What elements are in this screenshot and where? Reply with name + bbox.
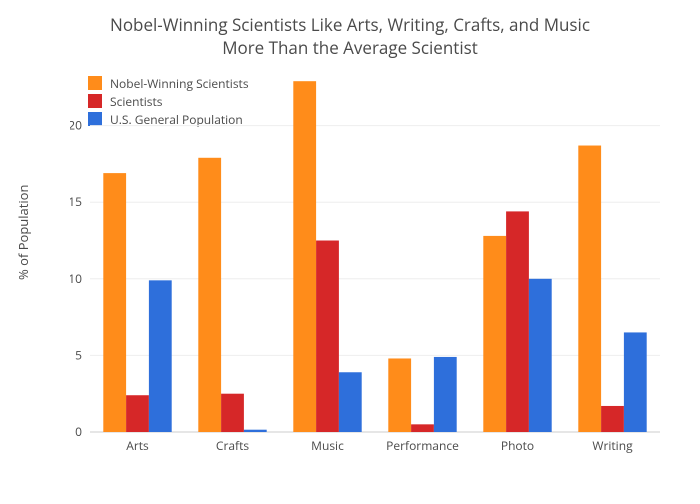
category-label: Music (311, 437, 344, 454)
category-label: Performance (386, 437, 459, 454)
bar[interactable] (149, 280, 172, 432)
bar[interactable] (411, 424, 434, 432)
bar[interactable] (529, 279, 552, 432)
bar[interactable] (601, 406, 624, 432)
bar[interactable] (198, 158, 221, 432)
category-label: Arts (126, 437, 149, 454)
chart-title-line2: More Than the Average Scientist (222, 36, 478, 59)
chart-title-line1: Nobel-Winning Scientists Like Arts, Writ… (110, 13, 590, 36)
y-tick-label: 15 (70, 193, 82, 210)
bar[interactable] (293, 81, 316, 432)
chart-container: Nobel-Winning Scientists Like Arts, Writ… (0, 0, 700, 504)
y-axis-label: % of Population (14, 185, 32, 280)
bar[interactable] (103, 173, 126, 432)
category-label: Writing (592, 437, 633, 454)
bar[interactable] (339, 372, 362, 432)
bar[interactable] (316, 241, 339, 432)
y-tick-label: 5 (75, 346, 82, 363)
category-label: Photo (501, 437, 534, 454)
bar[interactable] (506, 211, 529, 432)
bar[interactable] (126, 395, 149, 432)
chart-title: Nobel-Winning Scientists Like Arts, Writ… (0, 14, 700, 60)
y-tick-label: 20 (70, 117, 82, 134)
bar[interactable] (624, 332, 647, 432)
bar[interactable] (434, 357, 457, 432)
bar[interactable] (388, 358, 411, 432)
plot-area: 0 5 10 15 20 Arts Crafts Music Performance Photo W… (70, 72, 670, 460)
bar[interactable] (221, 394, 244, 432)
plot-svg: 0 5 10 15 20 Arts Crafts Music Performance Photo W… (70, 72, 670, 460)
bar[interactable] (244, 430, 267, 432)
bar[interactable] (578, 146, 601, 432)
category-label: Crafts (216, 437, 249, 454)
bar[interactable] (483, 236, 506, 432)
y-tick-label: 0 (75, 423, 82, 440)
y-tick-label: 10 (70, 270, 82, 287)
